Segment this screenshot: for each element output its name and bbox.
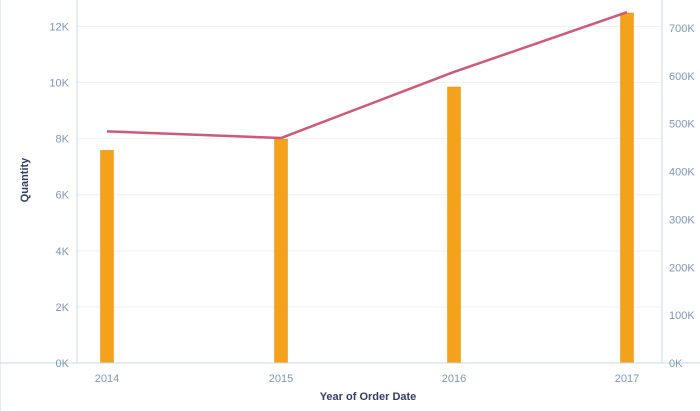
y2-tick-label: 500K	[669, 119, 695, 131]
x-tick-label: 2015	[269, 373, 293, 385]
y-tick-label: 2K	[56, 302, 70, 314]
bar-2016	[447, 86, 461, 364]
y2-tick-label: 100K	[669, 310, 695, 322]
bar-2015	[274, 138, 288, 364]
y2-tick-label: 300K	[669, 214, 695, 226]
y-tick-label: 6K	[56, 190, 70, 202]
y2-tick-label: 600K	[669, 71, 695, 83]
tick-labels: 0K 2K 4K 6K 8K 10K 12K 0K 100K 200K 300K 400K 500K 60…	[49, 21, 695, 385]
x-tick-label: 2014	[95, 373, 119, 385]
bars	[100, 12, 634, 364]
y2-tick-label: 700K	[669, 23, 695, 35]
y2-tick-label: 0K	[669, 358, 683, 370]
x-tick-label: 2016	[442, 373, 466, 385]
y2-tick-label: 200K	[669, 262, 695, 274]
line-series	[106, 10, 628, 140]
y-axis-title: Quantity	[19, 157, 31, 202]
y-tick-label: 12K	[49, 21, 69, 33]
y-tick-label: 10K	[49, 78, 69, 90]
x-axis-title: Year of Order Date	[320, 391, 417, 403]
bar-2017	[620, 12, 634, 364]
y-tick-label: 0K	[56, 358, 70, 370]
grid	[77, 25, 662, 308]
line-path	[106, 10, 628, 140]
x-tick-label: 2017	[615, 373, 639, 385]
y-tick-label: 8K	[56, 134, 70, 146]
y-tick-label: 4K	[56, 246, 70, 258]
y2-tick-label: 400K	[669, 167, 695, 179]
bar-2014	[100, 150, 114, 364]
